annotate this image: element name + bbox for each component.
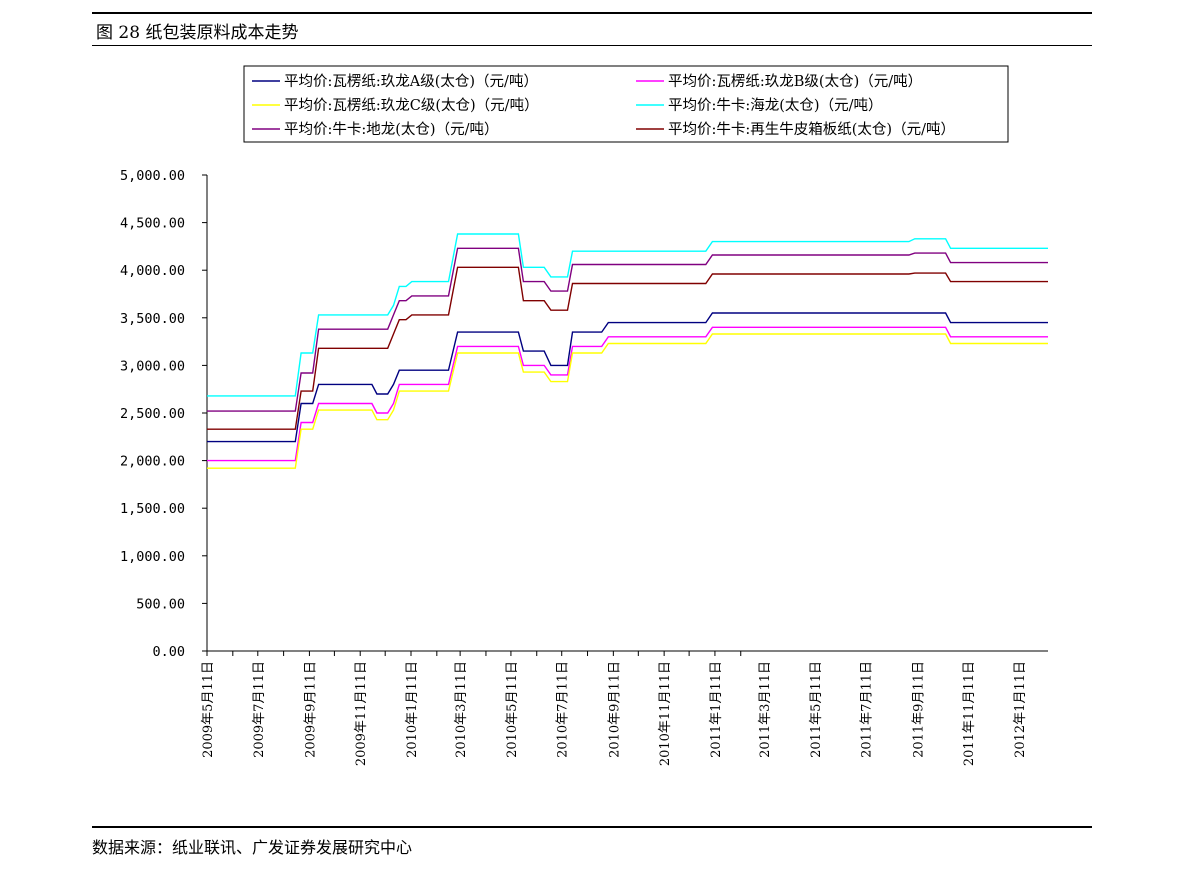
y-tick-label: 0.00 xyxy=(152,644,185,660)
legend: 平均价:瓦楞纸:玖龙A级(太仓)（元/吨） 平均价:瓦楞纸:玖龙B级(太仓)（元/… xyxy=(252,73,955,138)
source-note: 数据来源：纸业联讯、广发证券发展研究中心 xyxy=(92,838,413,857)
x-tick-label: 2009年9月11日 xyxy=(303,661,318,758)
y-tick-label: 500.00 xyxy=(136,596,185,612)
legend-label: 平均价:瓦楞纸:玖龙A级(太仓)（元/吨） xyxy=(284,73,538,90)
x-tick-label: 2009年7月11日 xyxy=(252,661,267,758)
series-line-3 xyxy=(207,333,1048,469)
x-tick-label: 2010年5月11日 xyxy=(505,661,520,758)
plot-area xyxy=(207,233,1048,469)
legend-box xyxy=(243,65,1009,143)
x-tick-label: 2011年11月11日 xyxy=(962,661,977,766)
x-tick-label: 2011年1月11日 xyxy=(709,661,724,758)
y-tick-label: 3,500.00 xyxy=(120,311,185,327)
legend-label: 平均价:牛卡:地龙(太仓)（元/吨） xyxy=(284,121,498,138)
figure-title: 图 28 纸包装原料成本走势 xyxy=(96,23,299,43)
legend-label: 平均价:瓦楞纸:玖龙B级(太仓)（元/吨） xyxy=(668,73,922,90)
x-tick-label: 2010年11月11日 xyxy=(658,661,673,766)
x-tick-label: 2010年1月11日 xyxy=(405,661,420,758)
x-tick-label: 2010年9月11日 xyxy=(607,661,622,758)
series-line-2 xyxy=(207,326,1048,462)
x-tick-label: 2010年7月11日 xyxy=(556,661,571,758)
y-tick-label: 4,000.00 xyxy=(120,263,185,279)
x-tick-label: 2010年3月11日 xyxy=(454,661,469,758)
x-tick-label: 2011年9月11日 xyxy=(911,661,926,758)
bottom-rule xyxy=(92,826,1092,828)
x-tick-label: 2011年3月11日 xyxy=(758,661,773,758)
series-line-4 xyxy=(207,233,1048,397)
y-tick-label: 2,500.00 xyxy=(120,406,185,422)
x-tick-label: 2009年5月11日 xyxy=(201,661,216,758)
y-tick-label: 2,000.00 xyxy=(120,454,185,470)
series-line-6 xyxy=(207,266,1048,430)
y-tick-label: 3,000.00 xyxy=(120,358,185,374)
y-tick-label: 4,500.00 xyxy=(120,216,185,232)
x-tick-label: 2011年7月11日 xyxy=(860,661,875,758)
y-tick-label: 1,000.00 xyxy=(120,549,185,565)
y-tick-label: 5,000.00 xyxy=(120,168,185,184)
x-tick-label: 2011年5月11日 xyxy=(809,661,824,758)
axes: 0.00 500.00 1,000.00 1,500.00 2,000.00 2,500.… xyxy=(120,168,1048,766)
series-line-1 xyxy=(207,312,1048,443)
legend-label: 平均价:牛卡:再生牛皮箱板纸(太仓)（元/吨） xyxy=(668,120,955,138)
x-tick-label: 2009年11月11日 xyxy=(354,661,369,766)
x-tick-label: 2012年1月11日 xyxy=(1013,661,1028,758)
y-tick-label: 1,500.00 xyxy=(120,501,185,517)
legend-label: 平均价:牛卡:海龙(太仓)（元/吨） xyxy=(668,97,882,114)
legend-label: 平均价:瓦楞纸:玖龙C级(太仓)（元/吨） xyxy=(284,97,539,114)
top-rule xyxy=(92,12,1092,14)
title-rule xyxy=(92,45,1092,46)
series-line-5 xyxy=(207,247,1048,412)
